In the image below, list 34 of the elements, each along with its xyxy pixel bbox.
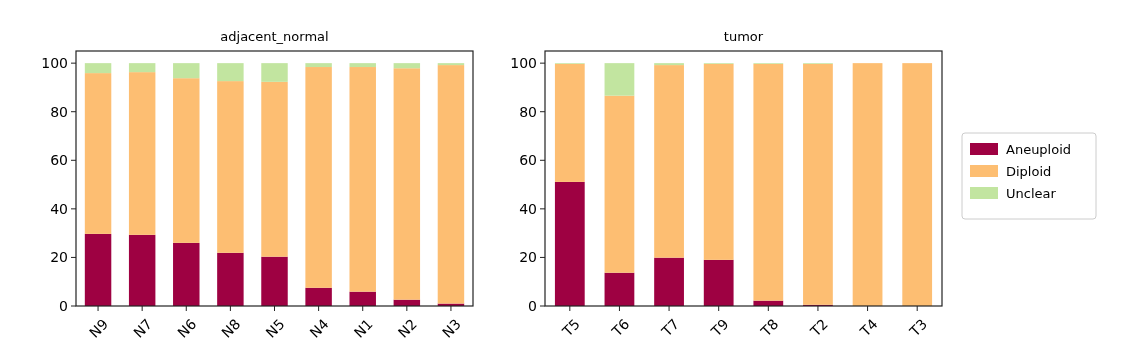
y-tick-label: 0 <box>59 297 68 314</box>
y-tick-label: 80 <box>50 103 68 120</box>
x-tick-label: T3 <box>905 315 931 341</box>
x-tick-label: N6 <box>174 315 200 341</box>
x-tick-label: N2 <box>394 315 420 341</box>
y-tick-label: 100 <box>510 55 537 72</box>
x-tick-label: N3 <box>438 315 464 341</box>
y-tick-label: 100 <box>41 55 68 72</box>
x-tick-label: N9 <box>86 315 112 341</box>
x-tick-label: N7 <box>130 315 156 341</box>
x-tick-label: T6 <box>608 315 633 341</box>
y-tick-label: 20 <box>50 249 68 266</box>
x-tick-label: T5 <box>558 315 583 341</box>
legend-label: Unclear <box>1006 185 1057 201</box>
y-tick-label: 40 <box>519 200 537 217</box>
x-tick-label: N8 <box>218 315 244 341</box>
chart-title: adjacent_normal <box>220 29 329 44</box>
x-tick-label: T4 <box>856 315 881 341</box>
x-tick-label: N1 <box>350 315 376 341</box>
x-tick-label: T9 <box>707 315 732 341</box>
y-tick-label: 60 <box>50 152 68 169</box>
x-tick-label: T8 <box>756 315 782 341</box>
x-tick-label: N4 <box>306 315 332 341</box>
y-tick-label: 40 <box>50 200 68 217</box>
y-tick-label: 80 <box>519 103 537 120</box>
x-tick-label: T2 <box>806 315 831 341</box>
x-tick-label: T7 <box>657 315 683 341</box>
y-tick-label: 20 <box>519 249 537 266</box>
y-tick-label: 0 <box>528 297 537 314</box>
legend-label: Diploid <box>1006 163 1052 179</box>
y-tick-label: 60 <box>519 152 537 169</box>
chart-title: tumor <box>723 29 764 44</box>
legend-label: Aneuploid <box>1006 141 1072 157</box>
x-tick-label: N5 <box>262 315 288 341</box>
